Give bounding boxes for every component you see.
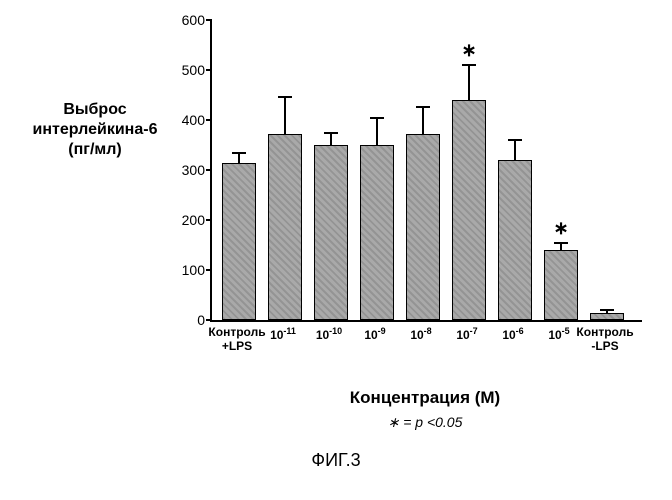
bar-slot [360, 20, 394, 320]
error-bar-cap [278, 96, 292, 98]
significance-mark: ∗ [461, 40, 476, 61]
x-axis-title: Концентрация (М) [210, 388, 640, 408]
y-tick-line [206, 269, 212, 271]
y-tick-line [206, 19, 212, 21]
bar-slot [268, 20, 302, 320]
y-tick-label: 600 [167, 12, 205, 28]
error-bar-cap [232, 152, 246, 154]
bar-slot [222, 20, 256, 320]
plot-area: ∗∗ 0100200300400500600 [210, 20, 642, 322]
error-bar-cap [370, 117, 384, 119]
bar-rect [498, 160, 532, 320]
bar-slot: ∗ [452, 20, 486, 320]
bar-slot [406, 20, 440, 320]
y-tick-label: 200 [167, 212, 205, 228]
y-tick-label: 500 [167, 62, 205, 78]
error-bar-stem [284, 97, 286, 135]
error-bar-cap [600, 309, 614, 311]
bar-slot [498, 20, 532, 320]
figure-label: ФИГ.3 [0, 450, 672, 471]
error-bar-cap [554, 242, 568, 244]
y-tick-label: 0 [167, 312, 205, 328]
significance-footnote: ∗ = p <0.05 [210, 414, 640, 431]
error-bar-cap [462, 64, 476, 66]
bar-rect [222, 163, 256, 321]
y-tick-line [206, 69, 212, 71]
error-bar-stem [468, 65, 470, 100]
bar-slot: ∗ [544, 20, 578, 320]
y-tick-line [206, 319, 212, 321]
bar-rect [406, 134, 440, 320]
error-bar-stem [238, 153, 240, 163]
x-tick-label: 10-11 [270, 326, 296, 343]
x-tick-label: 10-10 [316, 326, 342, 343]
bar-rect [590, 313, 624, 321]
y-tick-line [206, 119, 212, 121]
error-bar-cap [508, 139, 522, 141]
y-tick-label: 400 [167, 112, 205, 128]
figure-root: Выбросинтерлейкина-6(пг/мл) ∗∗ 010020030… [0, 0, 672, 500]
x-tick-label: Контроль-LPS [576, 326, 633, 354]
error-bar-stem [376, 118, 378, 146]
y-axis-title: Выбросинтерлейкина-6(пг/мл) [10, 100, 180, 160]
bar-slot [314, 20, 348, 320]
bars-row: ∗∗ [212, 20, 642, 320]
error-bar-stem [422, 107, 424, 135]
x-tick-label: 10-7 [456, 326, 477, 343]
bar-rect [360, 145, 394, 320]
bar-rect [544, 250, 578, 320]
y-tick-line [206, 169, 212, 171]
bar-rect [314, 145, 348, 320]
x-tick-label: Контроль+LPS [208, 326, 265, 354]
x-tick-label: 10-5 [548, 326, 569, 343]
error-bar-stem [560, 243, 562, 251]
bar-rect [452, 100, 486, 320]
bar-slot [590, 20, 624, 320]
y-tick-line [206, 219, 212, 221]
error-bar-cap [416, 106, 430, 108]
bar-rect [268, 134, 302, 320]
x-tick-label: 10-6 [502, 326, 523, 343]
y-tick-label: 300 [167, 162, 205, 178]
x-tick-label: 10-8 [410, 326, 431, 343]
error-bar-stem [514, 140, 516, 160]
x-tick-label: 10-9 [364, 326, 385, 343]
error-bar-cap [324, 132, 338, 134]
y-tick-label: 100 [167, 262, 205, 278]
significance-mark: ∗ [553, 218, 568, 239]
error-bar-stem [330, 133, 332, 146]
x-labels-row: Контроль+LPS 10-11 10-10 10-9 10-8 10-7 10-6 10… [210, 326, 640, 376]
